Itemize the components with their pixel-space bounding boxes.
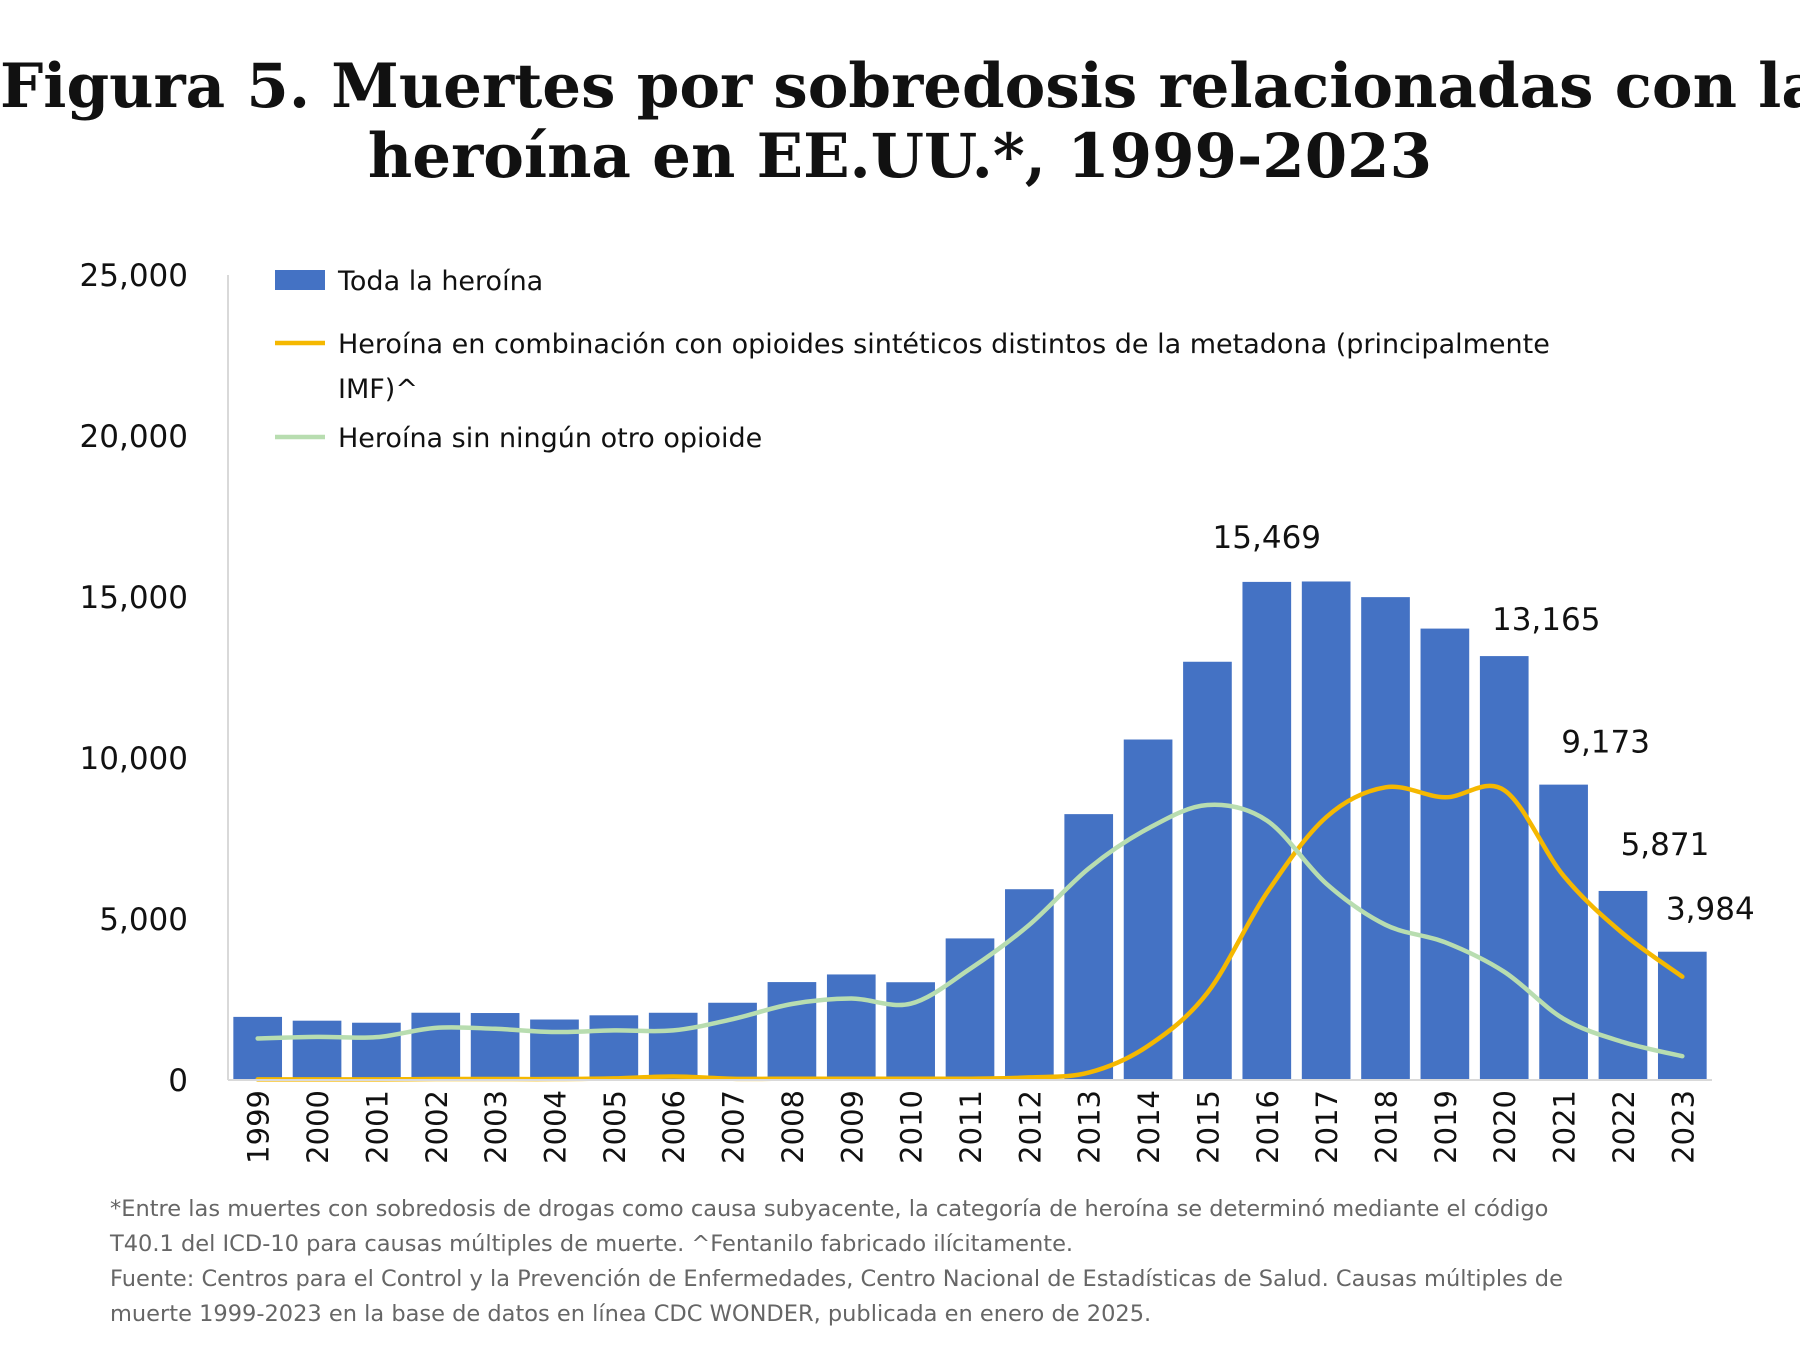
data-label-2020: 13,165	[1492, 602, 1600, 638]
x-tick-label: 2003	[479, 1090, 513, 1164]
bar-2003	[470, 1013, 520, 1080]
y-tick-label: 5,000	[99, 902, 188, 938]
data-label-2021: 9,173	[1561, 725, 1650, 761]
data-labels: 15,469 13,165 9,173 5,871 3,984	[1213, 520, 1755, 928]
x-tick-label: 2016	[1251, 1090, 1285, 1164]
x-tick-label: 2008	[776, 1090, 810, 1164]
data-label-2022: 5,871	[1621, 827, 1710, 863]
y-tick-label: 0	[168, 1063, 188, 1099]
x-tick-label: 2022	[1607, 1090, 1641, 1164]
y-tick-label: 10,000	[80, 741, 188, 777]
x-tick-label: 2013	[1073, 1090, 1107, 1164]
legend-swatch-bar	[275, 270, 325, 290]
footnote-line-3: Fuente: Centros para el Control y la Pre…	[110, 1266, 1563, 1292]
bar-2021	[1539, 784, 1588, 1080]
footnote-line-1: *Entre las muertes con sobredosis de dro…	[110, 1196, 1549, 1222]
bar-series	[233, 581, 1707, 1080]
x-tick-label: 2021	[1548, 1090, 1582, 1164]
y-tick-label: 15,000	[80, 580, 188, 616]
legend-label: Toda la heroína	[337, 266, 543, 297]
x-tick-label: 2020	[1488, 1090, 1522, 1164]
bar-2020	[1479, 656, 1529, 1080]
line-heroin-only	[255, 802, 1685, 1059]
bar-2004	[530, 1019, 579, 1080]
legend: Toda la heroína Heroína en combinación co…	[275, 266, 1550, 454]
y-tick-label: 20,000	[80, 419, 188, 455]
x-tick-label: 2007	[717, 1090, 751, 1164]
y-axis: 0 5,000 10,000 15,000 20,000 25,000	[80, 258, 229, 1099]
bar-2016	[1242, 581, 1292, 1080]
footnote-line-4: muerte 1999-2023 en la base de datos en …	[110, 1301, 1152, 1327]
bar-2001	[352, 1022, 401, 1080]
data-label-2016: 15,469	[1213, 520, 1321, 556]
x-tick-label: 2010	[895, 1090, 929, 1164]
x-tick-label: 2001	[360, 1090, 394, 1164]
x-tick-label: 2023	[1666, 1090, 1700, 1164]
bar-2011	[945, 938, 995, 1080]
y-tick-label: 25,000	[80, 258, 188, 294]
x-tick-label: 1999	[242, 1090, 276, 1164]
footnote: *Entre las muertes con sobredosis de dro…	[110, 1192, 1730, 1332]
legend-label: Heroína sin ningún otro opioide	[338, 423, 762, 454]
x-tick-label: 2019	[1429, 1090, 1463, 1164]
data-label-2023: 3,984	[1666, 892, 1755, 928]
footnote-line-2: T40.1 del ICD-10 para causas múltiples d…	[110, 1231, 1074, 1257]
x-tick-label: 2011	[954, 1090, 988, 1164]
legend-item-heroin-with-synthetic-opioids: Heroína en combinación con opioides sint…	[275, 329, 1550, 405]
bar-2019	[1420, 628, 1470, 1080]
bar-2014	[1123, 739, 1173, 1080]
chart-title-line-1: Figura 5. Muertes por sobredosis relacio…	[0, 51, 1800, 122]
x-tick-label: 2005	[598, 1090, 632, 1164]
legend-item-heroin-only: Heroína sin ningún otro opioide	[275, 423, 762, 454]
x-tick-label: 2017	[1310, 1090, 1344, 1164]
bar-2012	[1005, 889, 1054, 1080]
x-tick-label: 2002	[420, 1090, 454, 1164]
chart-title: Figura 5. Muertes por sobredosis relacio…	[0, 52, 1800, 192]
bar-2009	[826, 974, 876, 1080]
bar-2017	[1301, 581, 1351, 1080]
x-tick-label: 2009	[835, 1090, 869, 1164]
legend-label: Heroína en combinación con opioides sint…	[338, 329, 1550, 360]
x-axis: 1999 2000 2001 2002 2003 2004 2005 2006 2007 2008…	[228, 1079, 1712, 1164]
x-tick-label: 2014	[1132, 1090, 1166, 1164]
bar-2023	[1657, 951, 1707, 1080]
x-tick-label: 2006	[657, 1090, 691, 1164]
legend-label: IMF)^	[338, 374, 418, 405]
bar-2008	[767, 982, 817, 1080]
bar-2015	[1183, 661, 1232, 1080]
x-tick-label: 2004	[538, 1090, 572, 1164]
x-tick-label: 2012	[1013, 1090, 1047, 1164]
legend-item-all-heroin: Toda la heroína	[275, 266, 543, 297]
bar-2006	[648, 1012, 698, 1080]
x-tick-label: 2015	[1191, 1090, 1225, 1164]
bar-2005	[589, 1015, 639, 1080]
x-tick-label: 2000	[301, 1090, 335, 1164]
bar-1999	[233, 1016, 283, 1080]
bar-2002	[411, 1012, 461, 1080]
x-tick-label: 2018	[1370, 1090, 1404, 1164]
chart-title-line-2: heroína en EE.UU.*, 1999-2023	[367, 121, 1433, 192]
bar-2000	[292, 1020, 342, 1080]
bar-2018	[1361, 597, 1410, 1080]
